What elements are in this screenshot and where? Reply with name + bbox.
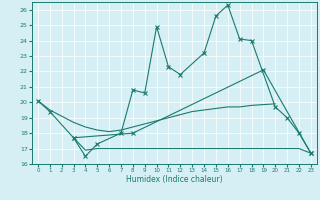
X-axis label: Humidex (Indice chaleur): Humidex (Indice chaleur) [126, 175, 223, 184]
